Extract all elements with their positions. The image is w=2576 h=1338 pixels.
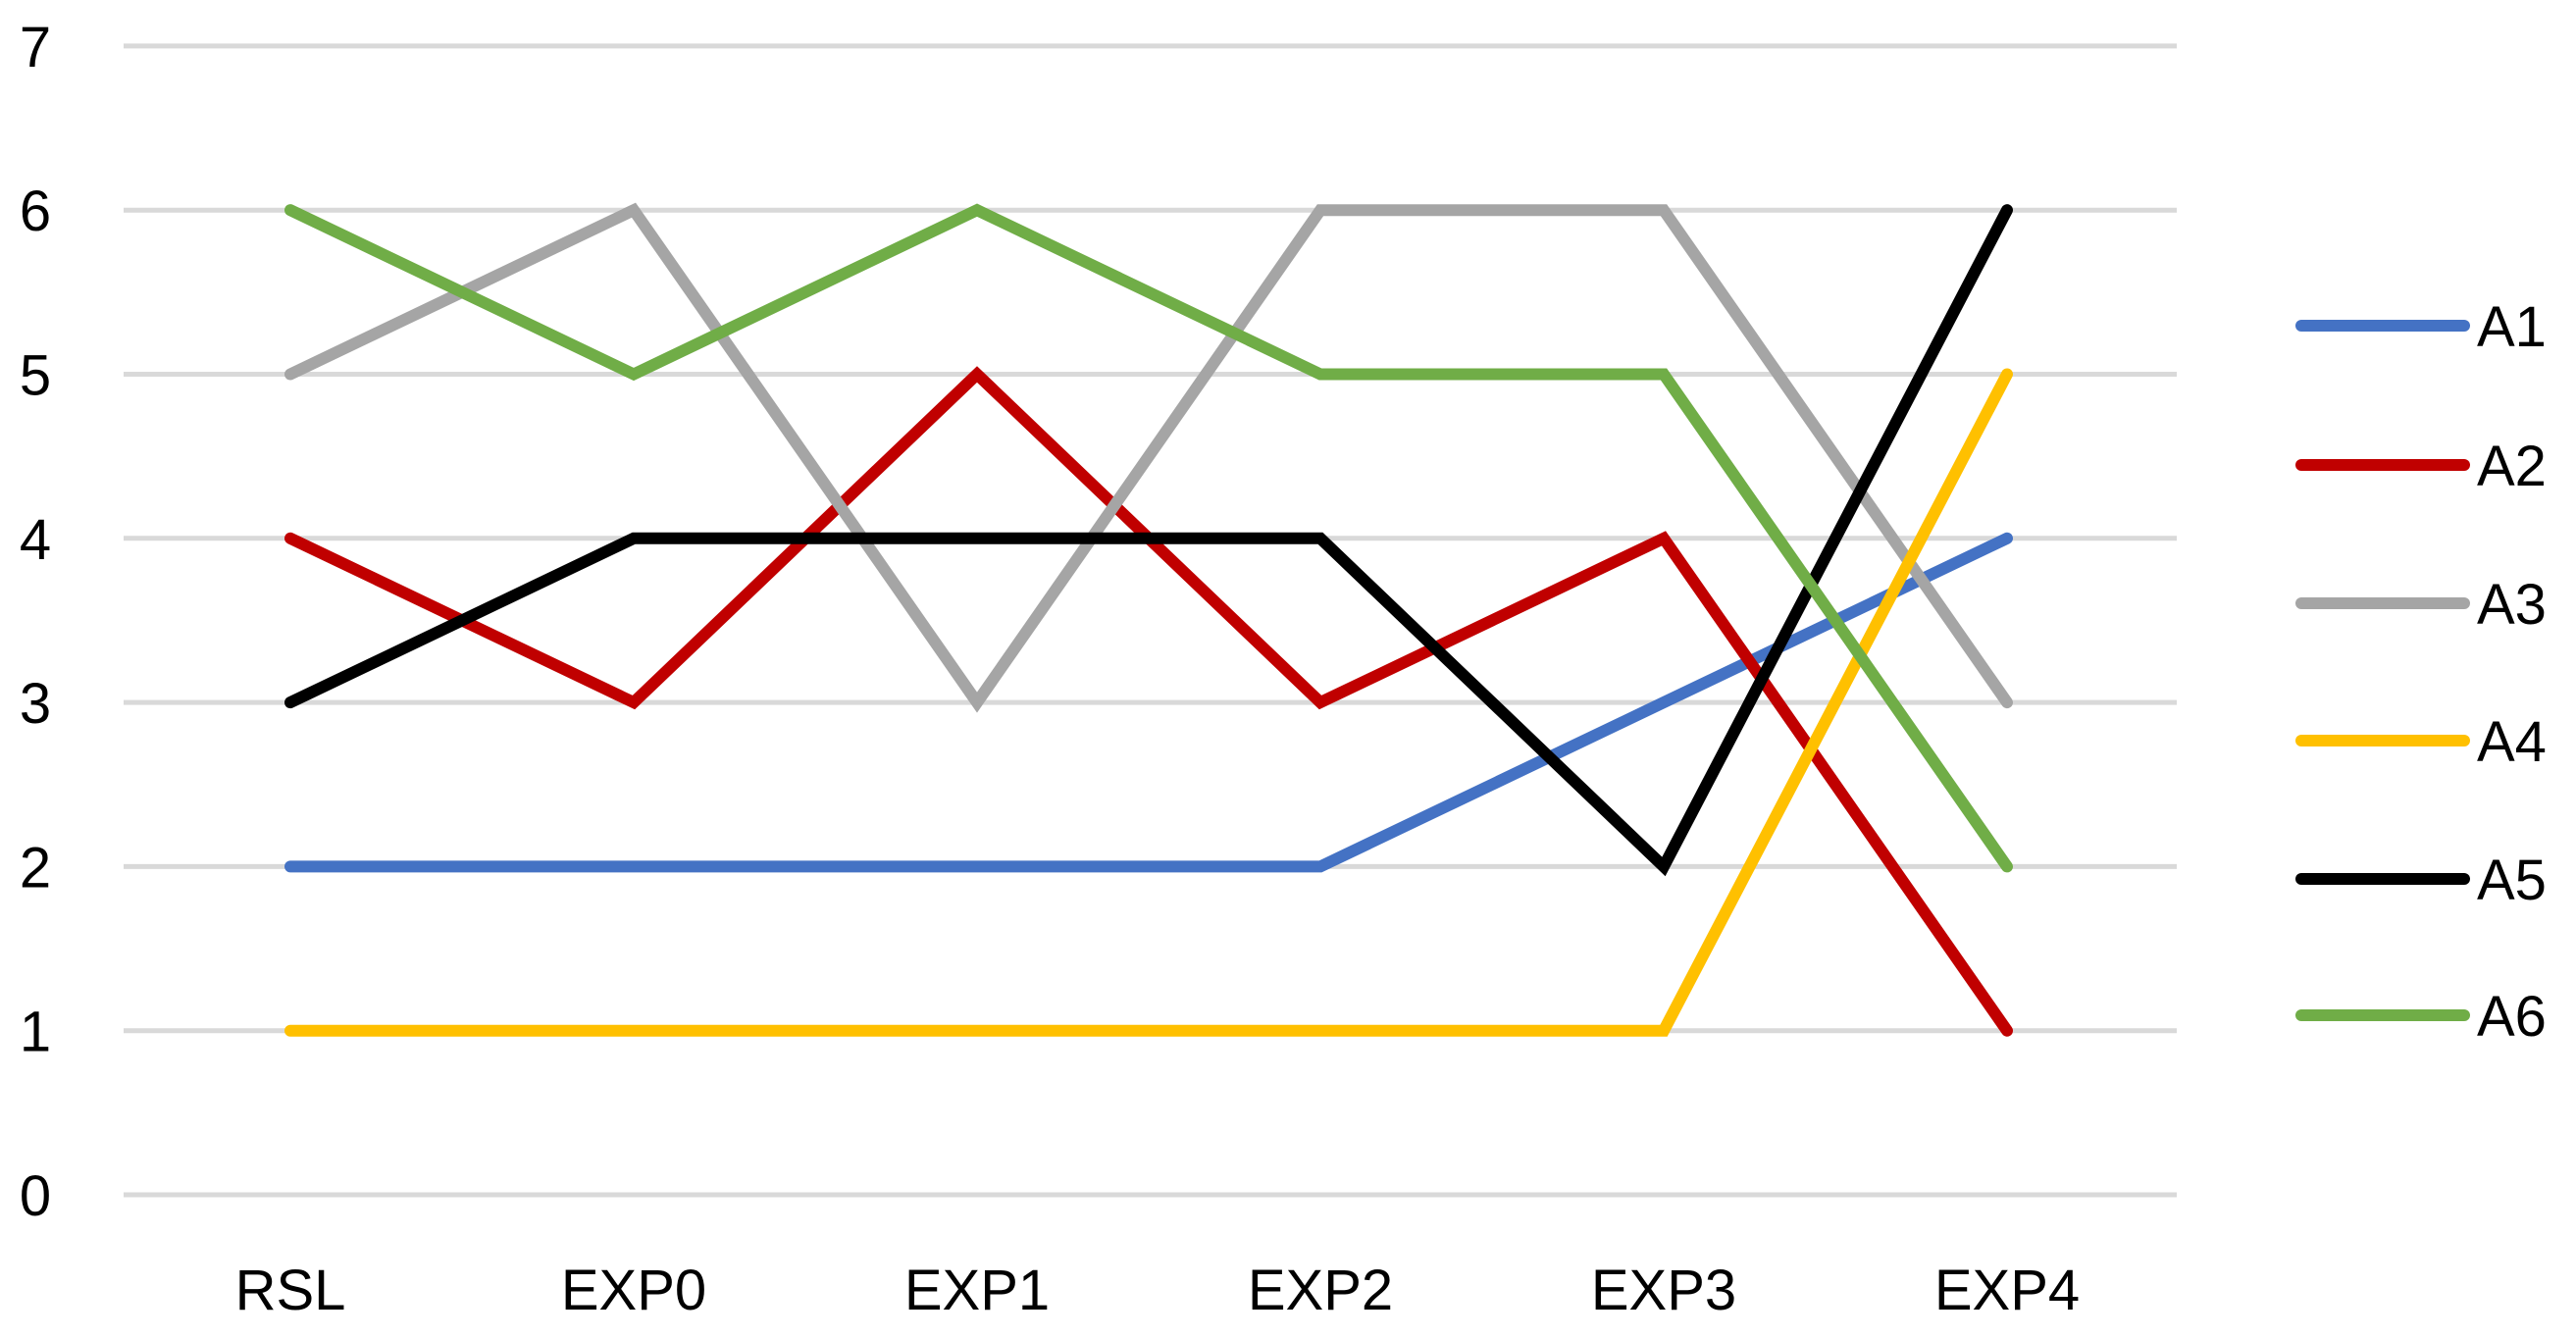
x-tick-label: EXP4: [1934, 1259, 2080, 1322]
data-point-a5: [633, 537, 635, 540]
x-tick-label: EXP0: [561, 1259, 706, 1322]
data-point-a6: [2006, 865, 2008, 868]
data-point-a3: [1319, 209, 1321, 212]
data-point-a4: [2006, 373, 2008, 376]
data-point-a2: [633, 701, 635, 704]
data-point-a5: [289, 701, 291, 704]
data-point-a1: [1319, 865, 1321, 868]
data-point-a3: [2006, 701, 2008, 704]
data-point-a3: [1663, 209, 1665, 212]
y-axis-tick-labels: 0 1 2 3 4 5 6 7: [20, 16, 51, 1228]
data-point-a2: [976, 373, 978, 376]
legend: A1 A2 A3 A4 A5 A6: [2295, 295, 2547, 1049]
data-point-a1: [976, 865, 978, 868]
data-point-a2: [289, 537, 291, 540]
x-tick-label: EXP1: [904, 1259, 1050, 1322]
data-point-a3: [633, 209, 635, 212]
series-line-a6: [284, 203, 2013, 873]
data-point-a6: [976, 209, 978, 212]
data-point-a2: [2006, 1029, 2008, 1032]
data-point-a1: [1663, 701, 1665, 704]
legend-label-a1: A1: [2477, 295, 2547, 359]
data-point-a2: [1663, 537, 1665, 540]
series-line-a1: [284, 532, 2013, 873]
data-point-a1: [289, 865, 291, 868]
data-point-a5: [1663, 865, 1665, 868]
x-tick-label: RSL: [235, 1259, 346, 1322]
data-point-a6: [633, 373, 635, 376]
data-point-a6: [1663, 373, 1665, 376]
legend-label-a4: A4: [2477, 710, 2547, 774]
data-point-a4: [633, 1029, 635, 1032]
y-tick-label: 0: [20, 1164, 51, 1228]
data-point-a4: [1319, 1029, 1321, 1032]
legend-label-a2: A2: [2477, 435, 2547, 498]
data-point-a3: [289, 373, 291, 376]
y-tick-label: 4: [20, 508, 51, 572]
data-point-a4: [1663, 1029, 1665, 1032]
data-point-a6: [289, 209, 291, 212]
series-line-a5: [284, 204, 2013, 877]
series-lines: [284, 202, 2013, 1037]
legend-label-a6: A6: [2477, 985, 2547, 1049]
y-tick-label: 1: [20, 1001, 51, 1064]
data-point-a1: [633, 865, 635, 868]
x-axis-tick-labels: RSL EXP0 EXP1 EXP2 EXP3 EXP4: [235, 1259, 2081, 1322]
data-point-a5: [1319, 537, 1321, 540]
data-point-a2: [1319, 701, 1321, 704]
data-point-a4: [289, 1029, 291, 1032]
gridlines: [124, 43, 2177, 1198]
data-point-a1: [2006, 537, 2008, 540]
series-line-a4: [284, 368, 2013, 1037]
data-point-a6: [1319, 373, 1321, 376]
data-point-a3: [976, 701, 978, 704]
y-tick-label: 3: [20, 672, 51, 736]
x-tick-label: EXP3: [1591, 1259, 1736, 1322]
data-point-a4: [976, 1029, 978, 1032]
y-tick-label: 2: [20, 836, 51, 900]
legend-label-a5: A5: [2477, 849, 2547, 912]
data-point-a5: [976, 537, 978, 540]
y-tick-label: 6: [20, 180, 51, 243]
data-point-a5: [2006, 209, 2008, 212]
legend-label-a3: A3: [2477, 573, 2547, 637]
x-tick-label: EXP2: [1248, 1259, 1393, 1322]
y-tick-label: 7: [20, 16, 51, 79]
series-line-a3: [284, 202, 2013, 713]
y-tick-label: 5: [20, 344, 51, 408]
